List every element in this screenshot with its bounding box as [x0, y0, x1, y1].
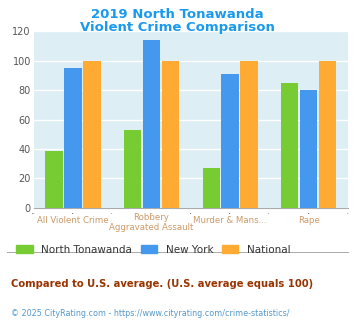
Bar: [203, 168, 220, 208]
Bar: [124, 130, 141, 208]
Text: All Violent Crime: All Violent Crime: [37, 216, 109, 225]
Text: 2019 North Tonawanda: 2019 North Tonawanda: [91, 8, 264, 21]
Bar: [64, 68, 82, 208]
Text: Rape: Rape: [298, 216, 320, 225]
Text: Aggravated Assault: Aggravated Assault: [109, 223, 194, 232]
Bar: [319, 61, 336, 208]
Text: Violent Crime Comparison: Violent Crime Comparison: [80, 21, 275, 34]
Bar: [83, 61, 100, 208]
Text: © 2025 CityRating.com - https://www.cityrating.com/crime-statistics/: © 2025 CityRating.com - https://www.city…: [11, 309, 289, 317]
Text: Robbery: Robbery: [133, 213, 169, 222]
Text: Murder & Mans...: Murder & Mans...: [193, 216, 267, 225]
Bar: [300, 90, 317, 208]
Bar: [222, 74, 239, 208]
Legend: North Tonawanda, New York, National: North Tonawanda, New York, National: [12, 241, 294, 259]
Text: Compared to U.S. average. (U.S. average equals 100): Compared to U.S. average. (U.S. average …: [11, 279, 313, 289]
Bar: [281, 83, 299, 208]
Bar: [143, 40, 160, 208]
Bar: [162, 61, 179, 208]
Bar: [240, 61, 258, 208]
Bar: [45, 150, 63, 208]
